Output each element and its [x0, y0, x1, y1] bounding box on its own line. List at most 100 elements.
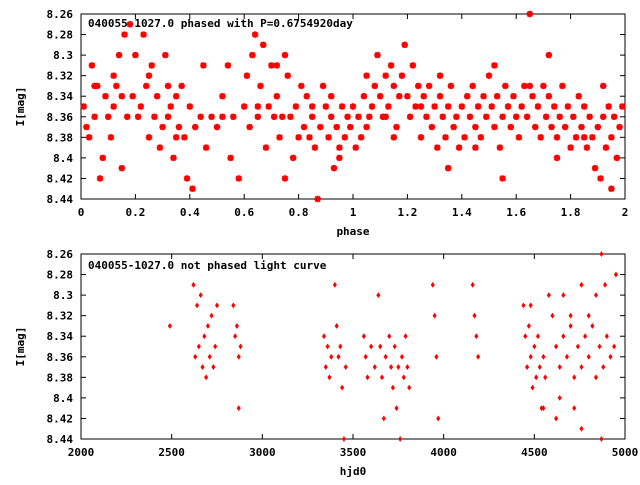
data-point — [309, 103, 316, 110]
data-point — [409, 62, 417, 69]
data-point — [436, 72, 444, 79]
data-point — [534, 374, 539, 381]
data-point — [557, 394, 562, 401]
data-point — [579, 281, 584, 288]
data-point — [472, 312, 477, 319]
data-point — [483, 113, 490, 120]
data-point — [284, 72, 291, 79]
data-point — [476, 353, 481, 360]
data-point — [167, 323, 172, 329]
data-point — [219, 113, 226, 120]
data-point — [347, 123, 354, 131]
data-point — [612, 343, 617, 350]
data-point — [601, 364, 606, 370]
data-point — [145, 134, 153, 141]
data-point — [613, 154, 621, 162]
data-point — [542, 113, 550, 120]
y-tick-label: 8.32 — [47, 310, 74, 323]
data-point — [281, 175, 289, 182]
data-point — [510, 93, 517, 100]
data-point — [231, 302, 236, 309]
data-point — [281, 51, 289, 59]
data-point — [407, 384, 412, 391]
data-point — [295, 134, 302, 141]
data-point — [132, 51, 139, 59]
data-point — [341, 134, 349, 141]
data-point — [564, 103, 572, 110]
data-point — [579, 364, 584, 370]
y-tick-label: 8.26 — [47, 8, 74, 21]
data-point — [115, 51, 123, 59]
data-point — [417, 134, 425, 141]
data-point — [431, 103, 438, 110]
data-point — [570, 113, 577, 120]
data-point — [368, 103, 376, 110]
data-point — [336, 144, 343, 151]
data-point — [113, 82, 120, 90]
data-point — [534, 103, 542, 110]
data-point — [600, 113, 607, 120]
data-point — [322, 103, 329, 110]
data-point — [200, 62, 207, 69]
y-tick-label: 8.34 — [47, 90, 74, 103]
data-point — [434, 144, 441, 151]
data-point — [162, 51, 169, 59]
data-point — [532, 123, 539, 131]
data-point — [398, 72, 406, 79]
data-point — [311, 144, 319, 151]
data-point — [504, 103, 512, 110]
data-point — [83, 123, 90, 131]
data-point — [521, 82, 528, 90]
x-tick-label: 1.2 — [397, 206, 417, 219]
data-points — [80, 10, 626, 203]
data-point — [327, 374, 332, 381]
data-point — [173, 93, 180, 100]
data-point — [507, 123, 514, 131]
data-point — [466, 113, 474, 120]
data-point — [474, 103, 482, 110]
data-point — [96, 175, 104, 182]
data-point — [619, 103, 626, 110]
data-point — [344, 113, 351, 120]
data-point — [376, 292, 381, 299]
data-point — [197, 113, 204, 120]
data-point — [493, 93, 501, 100]
data-point — [236, 353, 241, 360]
data-point — [336, 154, 343, 162]
data-point — [597, 343, 602, 350]
data-point — [209, 312, 214, 319]
data-point — [586, 113, 593, 120]
data-point — [303, 93, 310, 100]
data-point — [616, 123, 623, 131]
data-point — [434, 353, 439, 360]
data-point — [472, 144, 479, 151]
data-point — [336, 353, 341, 360]
data-point — [485, 72, 493, 79]
data-point — [374, 51, 381, 59]
data-point — [191, 281, 196, 288]
data-point — [202, 144, 210, 151]
data-point — [148, 62, 155, 69]
data-point — [608, 185, 615, 192]
data-point — [425, 82, 433, 90]
data-point — [581, 134, 588, 141]
data-point — [450, 123, 457, 131]
x-tick-label: 1 — [350, 206, 357, 219]
data-point — [428, 123, 436, 131]
x-axis-label: phase — [336, 225, 369, 238]
data-point — [464, 93, 471, 100]
data-point — [532, 343, 537, 350]
data-point — [401, 374, 406, 381]
data-point — [455, 144, 463, 151]
data-point — [167, 103, 174, 110]
data-point — [554, 343, 559, 350]
data-point — [488, 103, 495, 110]
data-point — [105, 113, 112, 120]
data-point — [319, 82, 327, 90]
data-point — [145, 72, 153, 79]
data-point — [360, 93, 368, 100]
data-point — [126, 21, 134, 28]
data-point — [557, 364, 562, 370]
data-point — [553, 154, 561, 162]
